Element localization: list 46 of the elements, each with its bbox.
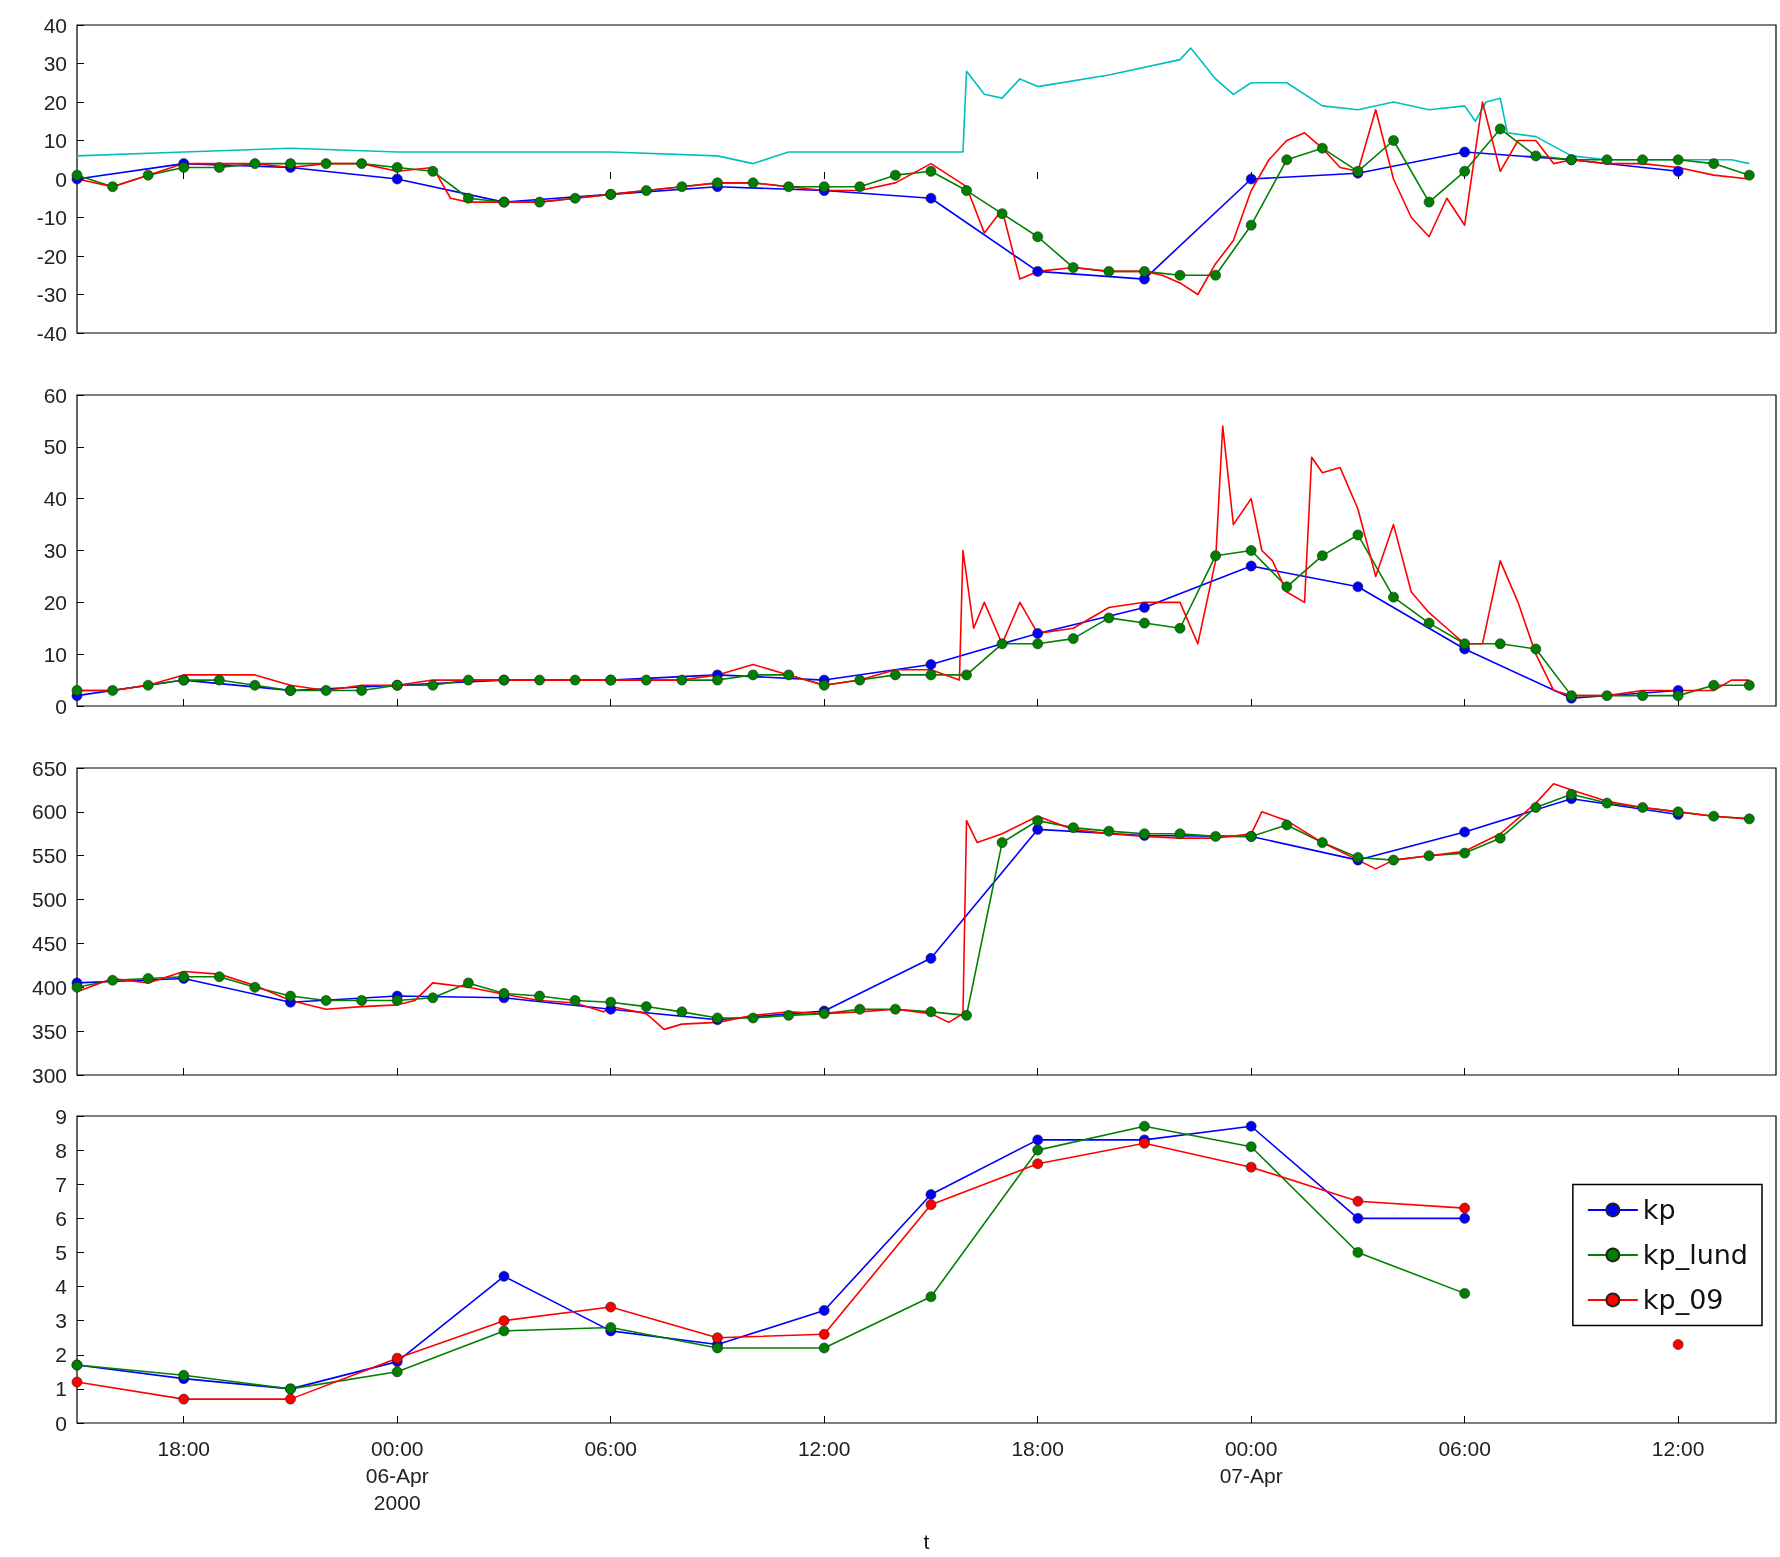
y-tick-label: 20 (43, 90, 67, 114)
x-tick-label: 18:00 (1011, 1437, 1064, 1460)
y-tick-label: 0 (55, 167, 67, 191)
y-tick-label: 40 (43, 13, 67, 37)
y-tick-label: 300 (31, 1063, 67, 1087)
y-tick-label: 0 (55, 694, 67, 718)
y-tick-label: 60 (43, 383, 67, 407)
y-tick-label: 7 (55, 1172, 67, 1196)
y-tick-label: 350 (31, 1019, 67, 1043)
y-tick-label: -30 (36, 283, 67, 306)
y-tick-label: -10 (36, 206, 67, 229)
y-tick-label: 1 (55, 1377, 67, 1401)
y-tick-label: -40 (36, 321, 67, 345)
y-tick-label: 500 (31, 888, 67, 912)
y-tick-label: 10 (43, 642, 67, 666)
y-tick-label: 650 (31, 756, 67, 780)
y-tick-label: 0 (55, 1411, 67, 1435)
y-tick-label: 9 (55, 1104, 67, 1128)
legend-label: kp_09 (1642, 1284, 1724, 1316)
x-tick-label: 12:00 (1651, 1437, 1705, 1460)
y-tick-label: 5 (55, 1240, 67, 1264)
y-tick-label: 2 (55, 1343, 67, 1367)
y-tick-label: 10 (43, 129, 67, 152)
x-tick-label: 12:00 (797, 1437, 851, 1460)
y-tick-label: 450 (31, 931, 67, 955)
y-tick-label: 8 (55, 1138, 67, 1162)
y-tick-label: 550 (31, 844, 67, 868)
y-tick-label: -20 (36, 244, 67, 268)
legend-label: kp_lund (1642, 1239, 1748, 1271)
y-tick-label: 40 (43, 487, 67, 511)
y-tick-label: 400 (31, 975, 67, 999)
legend-label: kp (1642, 1194, 1676, 1226)
x-tick-label: 06:00 (584, 1437, 637, 1460)
x-tick-label: 00:00 06-Apr 2000 (365, 1437, 429, 1514)
y-tick-label: 30 (43, 52, 67, 75)
x-axis-title: t (923, 1530, 930, 1553)
y-tick-label: 30 (43, 539, 67, 562)
x-tick-label: 00:00 07-Apr (1219, 1437, 1283, 1487)
y-tick-label: 20 (43, 590, 67, 614)
x-tick-label: 06:00 (1438, 1437, 1491, 1460)
y-tick-label: 4 (55, 1275, 68, 1299)
y-tick-label: 600 (31, 800, 67, 824)
y-tick-label: 50 (43, 435, 67, 459)
y-tick-label: 6 (55, 1206, 67, 1230)
x-tick-label: 18:00 (157, 1437, 211, 1460)
y-tick-label: 3 (55, 1309, 67, 1333)
